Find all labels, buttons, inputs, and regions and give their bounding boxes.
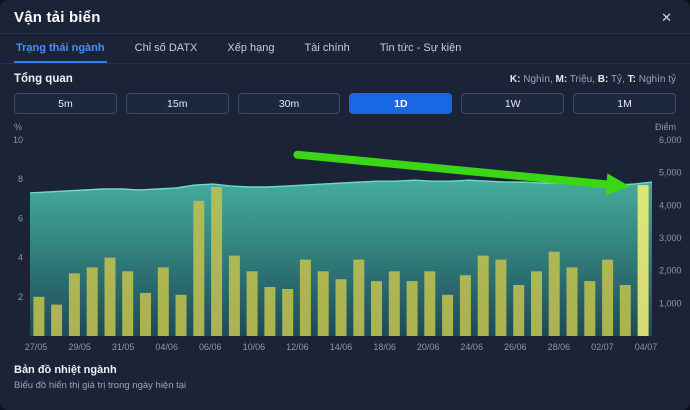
volume-bar [442,294,454,336]
range-button-30m[interactable]: 30m [237,93,341,114]
volume-bar [584,281,596,336]
svg-text:3,000: 3,000 [659,233,682,243]
volume-bar [513,285,525,336]
volume-bar [335,279,347,336]
range-selector: 5m 15m 30m 1D 1W 1M [0,89,690,116]
close-icon[interactable]: ✕ [661,10,672,25]
volume-bar [140,292,151,336]
svg-text:10/06: 10/06 [243,342,266,352]
svg-text:12/06: 12/06 [286,342,309,352]
footer: Bản đồ nhiệt ngành Biểu đồ hiển thị giá … [0,360,690,395]
svg-text:8: 8 [18,174,23,184]
tab-tai-chinh[interactable]: Tài chính [304,42,350,54]
svg-text:10: 10 [13,135,23,145]
svg-text:02/07: 02/07 [591,342,614,352]
sector-chart[interactable]: 10 8 6 4 2 6,000 5,000 4,000 3,000 2,000 1,000 27/0… [0,132,690,360]
trend-arrow-head [605,173,631,196]
svg-text:26/06: 26/06 [504,342,527,352]
legend-key-b: B: [597,73,609,85]
modal-header: Vận tải biển ✕ [0,0,690,34]
units-legend: K: Nghìn, M: Triệu, B: Tỷ, T: Nghìn tỷ [510,74,676,85]
svg-text:6: 6 [18,213,23,223]
volume-bar [157,267,169,336]
left-axis-unit-label: % [14,122,23,132]
volume-bar [211,187,223,336]
tab-xep-hang[interactable]: Xếp hạng [227,42,275,54]
volume-bar [353,259,365,336]
volume-bar [68,273,80,336]
legend-key-t: T: [627,73,636,85]
legend-key-k: K: [509,73,521,85]
page-title: Vận tải biển [14,9,101,26]
volume-bar [371,281,382,336]
legend-label-k: Nghìn, [523,73,553,85]
volume-bar [51,304,63,336]
volume-bar [495,259,507,336]
svg-text:4,000: 4,000 [659,200,682,210]
volume-bar [424,271,436,336]
tab-tin-tuc-su-kien[interactable]: Tin tức - Sự kiện [379,42,462,54]
volume-bar [228,255,240,336]
heatmap-section-subtitle: Biểu đồ hiển thị giá trị trong ngày hiện… [14,380,187,391]
volume-bar [86,267,98,336]
svg-text:2: 2 [18,292,23,302]
trend-arrow-annotation [293,150,611,189]
svg-text:04/07: 04/07 [635,342,658,352]
legend-label-m: Triệu, [569,73,595,85]
svg-text:18/06: 18/06 [373,342,396,352]
volume-bar [33,296,45,336]
volume-bar [193,200,205,336]
svg-text:4: 4 [18,253,23,263]
svg-text:04/06: 04/06 [155,342,178,352]
volume-bar [566,267,578,336]
legend-key-m: M: [555,73,568,85]
right-axis-unit-label: Điểm [654,122,676,132]
range-button-1m[interactable]: 1M [573,93,676,114]
volume-bar [175,294,187,336]
volume-bar [619,285,631,336]
volume-bar [246,271,258,336]
svg-text:06/06: 06/06 [199,342,222,352]
tab-bar: Trạng thái ngành Chỉ số DATX Xếp hạng Tà… [0,34,690,64]
volume-bar [459,275,471,336]
index-line [29,179,653,194]
overview-row: Tổng quan K: Nghìn, M: Triệu, B: Tỷ, T: … [0,64,690,89]
volume-bar [477,255,489,336]
heatmap-section-title: Bản đồ nhiệt ngành [14,364,117,376]
legend-label-b: Tỷ, [610,73,625,85]
svg-text:24/06: 24/06 [460,342,483,352]
svg-text:27/05: 27/05 [25,342,48,352]
svg-text:20/06: 20/06 [417,342,440,352]
svg-text:5,000: 5,000 [659,168,682,178]
svg-text:14/06: 14/06 [330,342,353,352]
range-button-1w[interactable]: 1W [461,93,565,114]
svg-text:1,000: 1,000 [659,298,682,308]
volume-bar [104,257,116,336]
volume-bar [637,185,649,336]
volume-bar [406,281,418,336]
volume-bar [317,271,329,336]
volume-bar [602,259,614,336]
volume-bar [122,271,134,336]
volume-bar [388,271,400,336]
volume-bar [299,259,311,336]
svg-text:6,000: 6,000 [659,135,682,145]
svg-text:28/06: 28/06 [548,342,571,352]
axis-header-row: % Điểm [0,116,690,132]
volume-bar [531,271,542,336]
tab-chi-so-datx[interactable]: Chỉ số DATX [134,42,198,54]
volume-bar [548,251,560,336]
range-button-5m[interactable]: 5m [14,93,117,114]
svg-text:2,000: 2,000 [659,266,682,276]
svg-text:31/05: 31/05 [112,342,135,352]
svg-text:29/05: 29/05 [68,342,91,352]
section-title-overview: Tổng quan [14,73,73,85]
tab-trang-thai-nganh[interactable]: Trạng thái ngành [14,34,107,63]
volume-bar [264,287,276,336]
volume-bar [282,289,294,336]
range-button-1d[interactable]: 1D [349,93,453,114]
range-button-15m[interactable]: 15m [125,93,229,114]
legend-label-t: Nghìn tỷ [638,73,676,85]
